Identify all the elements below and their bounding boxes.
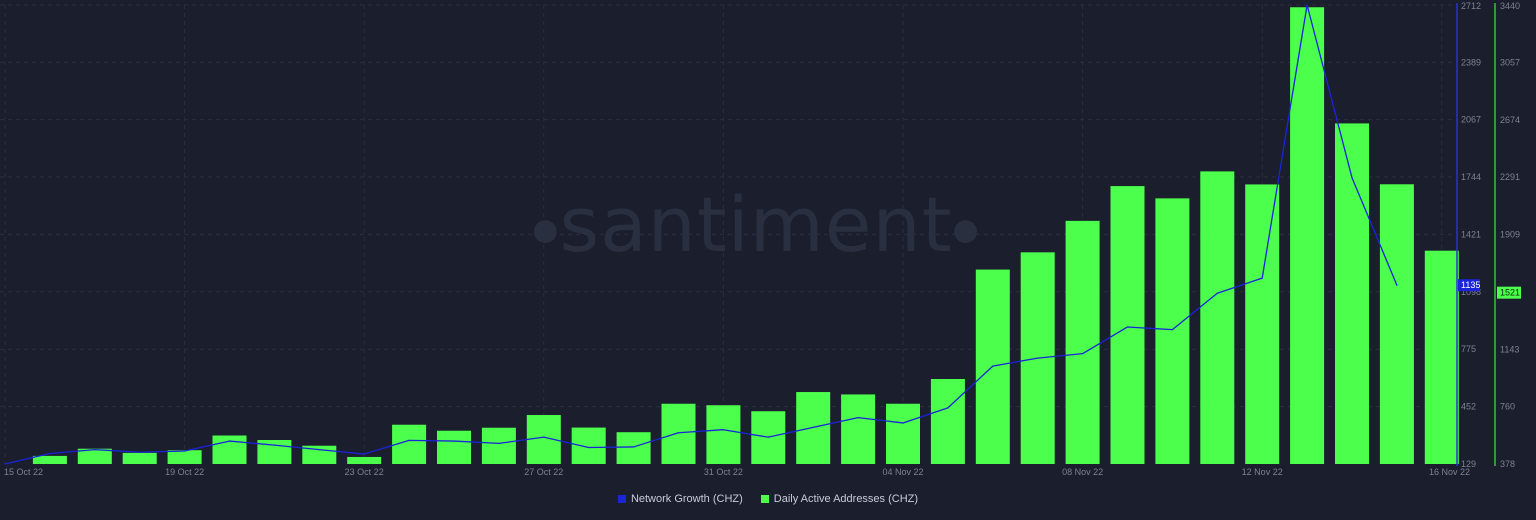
right-axis-tick-label: 3057 [1500, 57, 1520, 67]
bar-daily-active-addresses [661, 403, 696, 464]
bar-daily-active-addresses [886, 403, 920, 464]
bar-daily-active-addresses [1200, 171, 1235, 465]
bar-daily-active-addresses [481, 427, 516, 464]
point-network-growth [4, 463, 6, 465]
chart-legend: Network Growth (CHZ) Daily Active Addres… [0, 493, 1536, 505]
current-value-network-growth: 1135 [1461, 280, 1480, 290]
right-axis-tick-label: 1909 [1500, 230, 1520, 240]
right-axis-tick-label: 760 [1500, 402, 1515, 412]
point-network-growth [408, 439, 410, 441]
left-axis-tick-label: 2067 [1461, 115, 1481, 125]
point-network-growth [543, 436, 545, 438]
x-axis-tick-label: 04 Nov 22 [882, 467, 923, 477]
point-network-growth [49, 452, 51, 455]
x-axis-tick-label: 12 Nov 22 [1242, 467, 1283, 477]
point-network-growth [363, 453, 365, 455]
point-network-growth [184, 450, 186, 452]
line-network-growth [4, 4, 1398, 465]
point-network-growth [588, 446, 590, 449]
x-axis-tick-label: 16 Nov 22 [1429, 467, 1470, 477]
point-network-growth [1082, 353, 1084, 355]
point-network-growth [633, 446, 635, 448]
legend-label-daily-active-addresses: Daily Active Addresses (CHZ) [773, 493, 919, 505]
point-network-growth [1037, 357, 1039, 359]
legend-swatch-network-growth [617, 495, 626, 503]
legend-item-network-growth[interactable]: Network Growth (CHZ) [617, 493, 743, 505]
x-axis-tick-label: 08 Nov 22 [1062, 467, 1103, 477]
bar-daily-active-addresses [1335, 123, 1369, 464]
bar-daily-active-addresses [437, 430, 471, 464]
left-axis-tick-label: 775 [1461, 344, 1476, 354]
point-network-growth [1126, 326, 1129, 328]
bar-daily-active-addresses [930, 379, 965, 464]
bar-daily-active-addresses [841, 394, 876, 464]
bar-daily-active-addresses [706, 405, 741, 464]
point-network-growth [767, 436, 769, 438]
point-network-growth [677, 432, 680, 434]
current-value-badge-daily-active-addresses [1497, 286, 1521, 299]
point-network-growth [857, 417, 859, 419]
legend-swatch-daily-active-addresses [760, 495, 769, 503]
point-network-growth [722, 429, 725, 431]
bar-daily-active-addresses [167, 450, 202, 464]
left-axis-tick-label: 2712 [1461, 1, 1481, 11]
x-axis-tick-label: 31 Oct 22 [704, 467, 743, 477]
point-network-growth [453, 440, 455, 442]
point-network-growth [902, 422, 904, 424]
point-network-growth [228, 440, 231, 442]
x-axis-tick-label: 19 Oct 22 [165, 467, 204, 477]
right-axis-tick-label: 3440 [1500, 1, 1520, 11]
bar-daily-active-addresses [571, 427, 606, 464]
point-network-growth [1396, 284, 1398, 286]
point-network-growth [992, 365, 994, 367]
bar-daily-active-addresses [32, 455, 67, 464]
point-network-growth [318, 449, 320, 451]
point-network-growth [1171, 329, 1173, 331]
point-network-growth [947, 407, 949, 409]
x-axis-tick-label: 15 Oct 22 [4, 467, 43, 477]
legend-label-network-growth: Network Growth (CHZ) [630, 493, 743, 505]
point-network-growth [94, 449, 96, 451]
bar-daily-active-addresses [1245, 184, 1280, 464]
left-axis-tick-label: 129 [1461, 459, 1476, 469]
bar-daily-active-addresses [1290, 7, 1325, 464]
point-network-growth [1306, 4, 1308, 6]
left-axis-tick-label: 1744 [1461, 172, 1481, 182]
left-axis-tick-label: 1098 [1461, 287, 1481, 297]
left-axis-tick-label: 452 [1461, 402, 1476, 412]
point-network-growth [498, 442, 500, 444]
left-axis-tick-label: 2389 [1461, 57, 1481, 67]
right-axis-tick-label: 2291 [1500, 172, 1520, 182]
right-axis-tick-label: 1143 [1500, 344, 1519, 354]
bar-daily-active-addresses [1110, 186, 1145, 464]
point-network-growth [273, 444, 275, 446]
point-network-growth [1216, 292, 1218, 294]
bar-daily-active-addresses [1424, 250, 1459, 464]
point-network-growth [1351, 177, 1353, 179]
bar-daily-active-addresses [212, 435, 247, 464]
left-axis-tick-label: 1421 [1461, 229, 1481, 239]
point-network-growth [139, 451, 141, 453]
bar-daily-active-addresses [122, 452, 157, 464]
bar-daily-active-addresses [77, 448, 112, 464]
bar-daily-active-addresses [616, 432, 651, 464]
x-axis-tick-label: 23 Oct 22 [345, 467, 384, 477]
bar-daily-active-addresses [1065, 220, 1100, 464]
current-value-badge-network-growth [1458, 279, 1480, 292]
right-axis-tick-label: 378 [1500, 459, 1515, 469]
point-network-growth [812, 426, 814, 428]
bar-daily-active-addresses [1379, 184, 1414, 464]
right-axis-tick-label: 2674 [1500, 115, 1520, 125]
legend-item-daily-active-addresses[interactable]: Daily Active Addresses (CHZ) [760, 493, 919, 505]
x-axis-tick-label: 27 Oct 22 [524, 467, 563, 477]
current-value-daily-active-addresses: 1521 [1500, 288, 1520, 298]
point-network-growth [1261, 277, 1263, 279]
bar-daily-active-addresses [1155, 198, 1190, 465]
bar-daily-active-addresses [347, 456, 382, 464]
